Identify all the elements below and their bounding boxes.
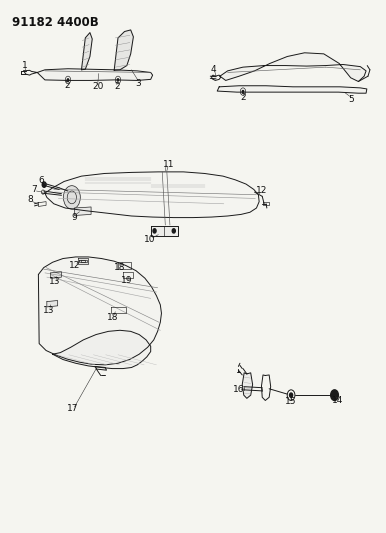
Text: 7: 7	[32, 185, 37, 194]
Polygon shape	[37, 69, 152, 80]
Polygon shape	[74, 207, 91, 215]
Text: 20: 20	[92, 82, 103, 91]
Text: 9: 9	[71, 213, 77, 222]
Polygon shape	[242, 373, 252, 398]
Text: 16: 16	[233, 385, 244, 394]
Circle shape	[172, 229, 175, 233]
Circle shape	[67, 79, 69, 81]
Polygon shape	[217, 86, 367, 93]
Text: 14: 14	[332, 396, 343, 405]
Polygon shape	[45, 172, 259, 217]
Circle shape	[290, 393, 293, 397]
Text: 12: 12	[69, 261, 80, 270]
Circle shape	[242, 91, 244, 93]
Text: 3: 3	[135, 78, 141, 87]
Circle shape	[63, 185, 80, 209]
Circle shape	[153, 229, 156, 233]
Text: 18: 18	[114, 263, 126, 272]
Circle shape	[117, 79, 119, 81]
Text: 10: 10	[144, 236, 156, 245]
Text: 19: 19	[121, 276, 133, 285]
Polygon shape	[78, 258, 88, 264]
Polygon shape	[81, 33, 92, 70]
Text: 4: 4	[210, 66, 216, 74]
Polygon shape	[51, 272, 61, 278]
Polygon shape	[38, 257, 161, 365]
Text: 11: 11	[163, 160, 175, 169]
Text: 91182 4400B: 91182 4400B	[12, 15, 99, 29]
Text: 6: 6	[38, 176, 44, 185]
Text: 18: 18	[107, 312, 119, 321]
Text: 15: 15	[285, 397, 296, 406]
Text: 2: 2	[114, 82, 120, 91]
Text: 13: 13	[49, 277, 60, 286]
Text: 12: 12	[256, 186, 267, 195]
Polygon shape	[114, 30, 134, 70]
Text: 2: 2	[64, 81, 69, 90]
Text: 13: 13	[43, 306, 54, 315]
Circle shape	[331, 390, 339, 400]
Polygon shape	[52, 330, 151, 368]
Polygon shape	[151, 226, 178, 236]
Polygon shape	[220, 53, 366, 82]
Polygon shape	[47, 301, 58, 307]
Text: 17: 17	[67, 405, 79, 414]
Text: 2: 2	[240, 93, 246, 102]
Text: 5: 5	[349, 94, 354, 103]
Text: 1: 1	[22, 61, 28, 70]
Circle shape	[42, 182, 46, 187]
Text: 8: 8	[28, 195, 34, 204]
